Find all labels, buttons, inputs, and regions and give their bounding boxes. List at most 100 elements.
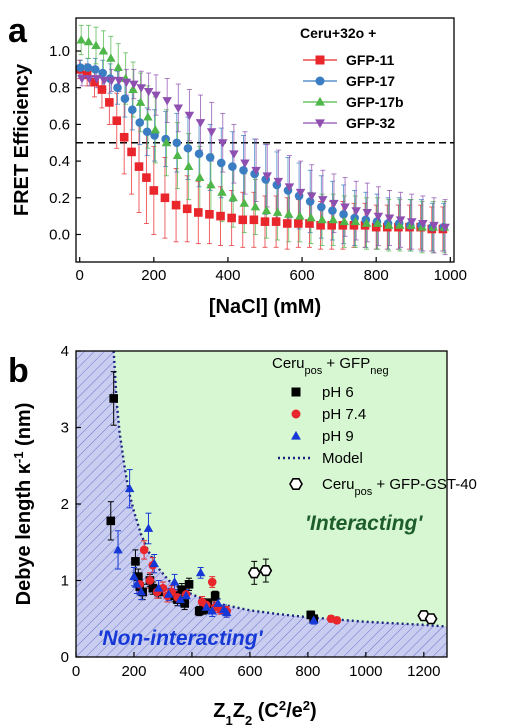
panel-a-point-gfp-32 bbox=[384, 214, 395, 223]
panel-a-point-gfp-11 bbox=[112, 116, 122, 126]
panel-a-point-gfp-11 bbox=[271, 217, 281, 226]
panel-b-point-0 bbox=[148, 583, 158, 593]
panel-a-point-gfp-17b bbox=[250, 202, 261, 211]
panel-b-x-tick-label: 600 bbox=[237, 663, 262, 680]
panel-b-point-1 bbox=[145, 576, 155, 585]
panel-b: b 0 200 400 600 800 1000 1200 0 1 2 3 4 'Interactin… bbox=[8, 343, 477, 725]
panel-a-point-gfp-11 bbox=[82, 70, 92, 80]
panel-b-x-axis-label: Z1Z2 (C2/e2) bbox=[213, 698, 316, 725]
panel-a-point-gfp-32 bbox=[240, 159, 250, 168]
panel-b-point-0 bbox=[106, 516, 116, 526]
panel-a-point-gfp-17 bbox=[317, 202, 326, 212]
panel-b-point-2 bbox=[132, 579, 142, 588]
panel-a-point-gfp-11 bbox=[349, 221, 359, 230]
panel-a-point-gfp-17 bbox=[76, 63, 85, 72]
panel-a-point-gfp-32 bbox=[184, 111, 195, 121]
panel-a-point-gfp-32 bbox=[92, 75, 102, 84]
panel-a-point-gfp-32 bbox=[218, 139, 228, 148]
panel-a-point-gfp-17b bbox=[339, 216, 350, 226]
panel-b-point-0 bbox=[194, 606, 204, 616]
panel-a-point-gfp-11 bbox=[134, 162, 144, 171]
panel-a-point-gfp-32 bbox=[173, 104, 184, 113]
panel-a-point-gfp-17 bbox=[142, 127, 152, 137]
non-interacting-region-label: 'Non-interacting' bbox=[97, 627, 263, 650]
panel-b-x-tick-label: 200 bbox=[121, 663, 146, 680]
panel-a-point-gfp-11 bbox=[260, 217, 270, 226]
panel-b-x-tick-label: 1000 bbox=[349, 663, 382, 680]
panel-a: a 0 200 400 600 800 1000 0.0 0.2 0.4 0.6 0.8 1.0 [N… bbox=[8, 12, 467, 318]
panel-a-point-gfp-32 bbox=[329, 199, 339, 209]
panel-b-point-3 bbox=[247, 567, 261, 579]
panel-a-point-gfp-11 bbox=[182, 204, 192, 214]
panel-b-point-2 bbox=[181, 590, 191, 600]
panel-a-point-gfp-32 bbox=[136, 84, 146, 93]
panel-a-point-gfp-32 bbox=[429, 221, 439, 231]
panel-b-x-tick-label: 0 bbox=[72, 663, 80, 680]
panel-a-x-tick-label: 600 bbox=[290, 267, 315, 284]
panel-a-x-tick-label: 1000 bbox=[434, 267, 467, 284]
panel-a-point-gfp-17b bbox=[217, 187, 227, 196]
panel-a-point-gfp-32 bbox=[129, 80, 139, 89]
panel-a-point-gfp-17b bbox=[283, 209, 294, 218]
panel-a-point-gfp-17b bbox=[317, 214, 327, 224]
panel-a-point-gfp-17b bbox=[150, 124, 161, 134]
panel-a-point-gfp-32 bbox=[362, 209, 373, 218]
panel-a-point-gfp-11 bbox=[105, 98, 114, 107]
panel-a-x-tick-label: 400 bbox=[215, 267, 240, 284]
panel-b-point-2 bbox=[129, 571, 139, 581]
panel-a-point-gfp-32 bbox=[407, 218, 417, 227]
panel-a-point-gfp-11 bbox=[371, 222, 381, 232]
panel-a-frame bbox=[75, 17, 455, 263]
panel-a-y-tick-label: 0.4 bbox=[49, 153, 70, 170]
panel-b-legend-marker-0 bbox=[291, 387, 301, 397]
panel-a-point-gfp-17 bbox=[135, 118, 145, 127]
panel-a-point-gfp-17 bbox=[120, 94, 130, 104]
panel-a-point-gfp-17 bbox=[328, 206, 337, 215]
panel-b-point-2 bbox=[308, 615, 319, 624]
panel-b-legend-title: Cerupos + GFPneg bbox=[272, 355, 389, 377]
panel-b-y-axis-label: Debye length κ-1 (nm) bbox=[11, 403, 36, 606]
panel-a-point-gfp-17b bbox=[395, 220, 405, 229]
panel-a-y-tick-label: 1.0 bbox=[49, 43, 70, 60]
panel-a-legend-label: GFP-17b bbox=[346, 94, 404, 110]
panel-a-point-gfp-32 bbox=[273, 177, 284, 187]
panel-a-point-gfp-17b bbox=[135, 97, 146, 106]
panel-a-y-axis-label: FRET Efficiency bbox=[11, 63, 33, 216]
panel-b-point-2 bbox=[136, 587, 146, 596]
panel-a-point-gfp-17b bbox=[183, 161, 194, 171]
panel-a-point-gfp-32 bbox=[395, 216, 406, 225]
panel-a-point-gfp-17b bbox=[161, 137, 172, 147]
panel-a-point-gfp-32 bbox=[318, 196, 328, 205]
panel-a-point-gfp-32 bbox=[373, 212, 384, 222]
panel-a-point-gfp-17b bbox=[372, 218, 383, 227]
panel-a-legend-title: Ceru+32o + bbox=[300, 25, 376, 41]
panel-a-point-gfp-17 bbox=[216, 158, 226, 168]
panel-a-point-gfp-11 bbox=[316, 221, 325, 230]
panel-a-point-gfp-17b bbox=[295, 211, 305, 220]
panel-a-point-gfp-17 bbox=[228, 162, 237, 171]
panel-a-point-gfp-17b bbox=[76, 35, 86, 44]
panel-a-point-gfp-32 bbox=[295, 188, 306, 198]
panel-a-point-gfp-32 bbox=[151, 91, 161, 100]
panel-b-point-2 bbox=[221, 607, 232, 617]
panel-b-point-2 bbox=[195, 567, 206, 577]
panel-b-legend-label: pH 6 bbox=[322, 384, 354, 401]
panel-a-point-gfp-17b bbox=[98, 46, 109, 55]
panel-a-point-gfp-32 bbox=[77, 75, 87, 84]
panel-b-legend-label: pH 7.4 bbox=[322, 406, 366, 423]
panel-a-point-gfp-32 bbox=[114, 76, 124, 86]
panel-b-point-2 bbox=[164, 589, 174, 598]
panel-a-point-gfp-17b bbox=[172, 150, 183, 160]
panel-a-point-gfp-17 bbox=[183, 143, 193, 153]
panel-a-point-gfp-32 bbox=[306, 192, 317, 201]
panel-a-point-gfp-11 bbox=[327, 221, 337, 230]
panel-a-point-gfp-32 bbox=[440, 223, 450, 233]
panel-a-x-tick-label: 800 bbox=[364, 267, 389, 284]
panel-a-point-gfp-17b bbox=[91, 40, 101, 49]
panel-b-legend-label: pH 9 bbox=[322, 428, 354, 445]
panel-a-point-gfp-32 bbox=[262, 172, 272, 181]
panel-a-point-gfp-11 bbox=[227, 213, 236, 223]
panel-a-point-gfp-17b bbox=[239, 198, 249, 207]
panel-a-point-gfp-17b bbox=[113, 62, 123, 71]
panel-a-y-tick-label: 0.6 bbox=[49, 116, 70, 133]
